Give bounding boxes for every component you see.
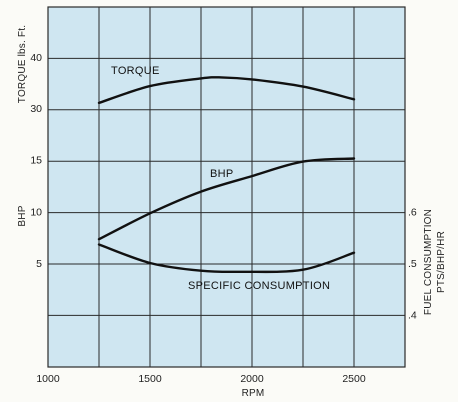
series-label-torque: TORQUE xyxy=(111,65,160,77)
fuel-tick-label: .6 xyxy=(408,207,417,219)
torque-tick-label: 30 xyxy=(30,103,42,115)
series-label-bhp: BHP xyxy=(210,168,234,180)
torque-axis-title: TORQUE lbs. Ft. xyxy=(17,25,28,103)
x-tick-label: 1500 xyxy=(138,373,162,385)
tick-labels: 1000 1500 2000 2500 40 30 15 10 5 .6 .5 .4 xyxy=(30,52,417,385)
bhp-tick-label: 15 xyxy=(30,155,42,167)
x-tick-label: 2000 xyxy=(240,373,264,385)
torque-curve xyxy=(97,76,356,105)
fuel-tick-label: .4 xyxy=(408,310,417,322)
x-tick-label: 2500 xyxy=(342,373,366,385)
series-label-specific-consumption: SPECIFIC CONSUMPTION xyxy=(188,280,330,292)
x-axis-title: RPM xyxy=(242,388,265,399)
bhp-tick-label: 5 xyxy=(36,258,42,270)
bhp-curve xyxy=(97,157,356,241)
curves xyxy=(97,76,356,274)
bhp-tick-label: 10 xyxy=(30,206,42,218)
fuel-axis-title-line2: PTS/BHP/HR xyxy=(436,231,447,293)
plot-area xyxy=(47,6,406,368)
grid xyxy=(48,7,405,367)
torque-tick-label: 40 xyxy=(30,52,42,64)
x-tick-label: 1000 xyxy=(36,373,60,385)
fuel-tick-label: .5 xyxy=(408,258,417,270)
specific-consumption-curve xyxy=(97,243,356,274)
bhp-axis-title: BHP xyxy=(17,205,28,226)
fuel-axis-title-line1: FUEL CONSUMPTION xyxy=(423,209,434,315)
